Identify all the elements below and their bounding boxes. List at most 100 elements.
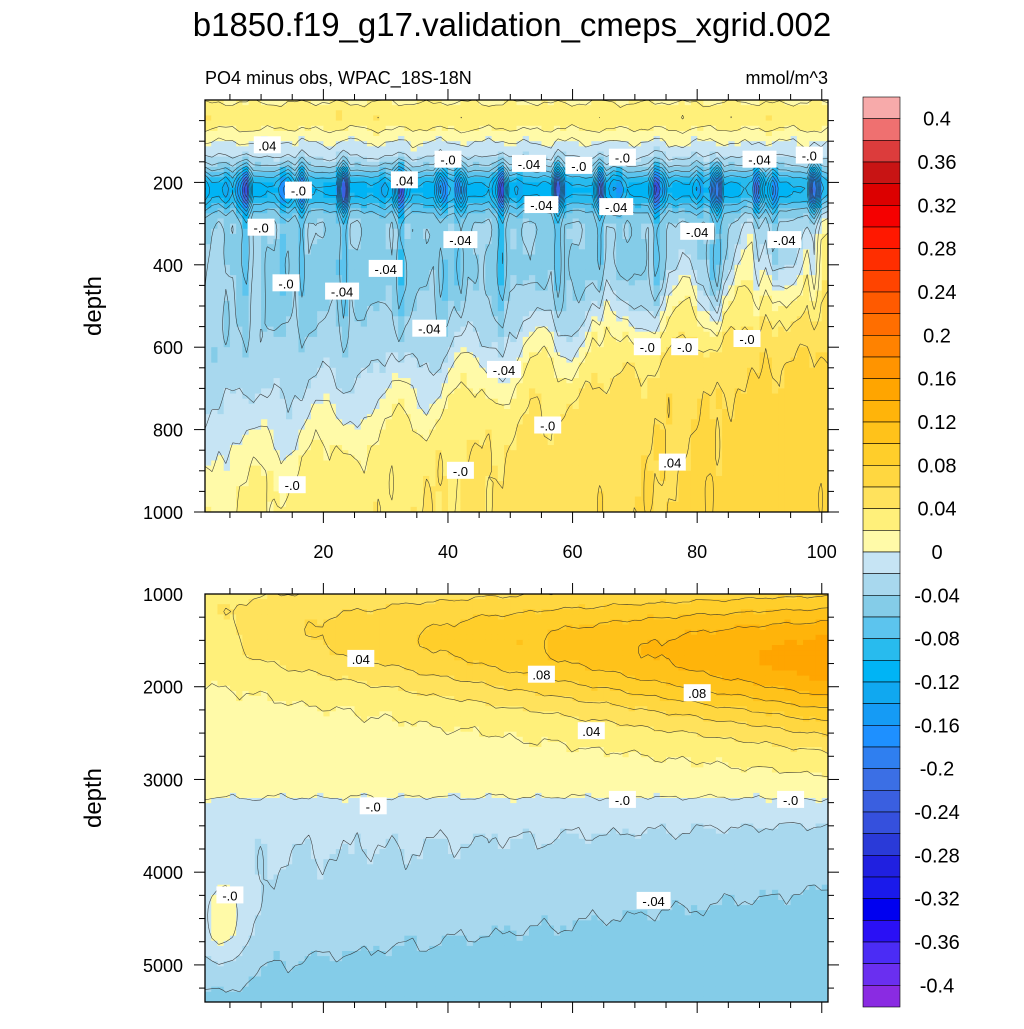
upper-field-cell: [497, 208, 505, 214]
upper-field-cell: [298, 321, 306, 328]
upper-field-cell: [771, 105, 779, 111]
upper-field-cell: [236, 187, 243, 194]
upper-field-cell: [510, 254, 518, 261]
upper-field-cell: [821, 130, 828, 137]
upper-field-cell: [659, 311, 667, 317]
upper-field-cell: [304, 306, 312, 312]
upper-field-cell: [279, 208, 287, 214]
upper-field-cell: [248, 208, 256, 214]
upper-field-cell: [323, 110, 331, 117]
upper-field-cell: [435, 336, 443, 343]
upper-field-cell: [535, 259, 543, 266]
upper-field-cell: [591, 311, 599, 317]
upper-field-cell: [541, 316, 549, 323]
upper-field-cell: [391, 316, 399, 323]
upper-field-cell: [709, 331, 717, 338]
upper-field-cell: [778, 316, 785, 323]
upper-field-cell: [803, 105, 810, 111]
upper-field-cell: [541, 275, 549, 281]
upper-field-cell: [205, 269, 212, 276]
upper-field-cell: [578, 306, 586, 312]
upper-field-cell: [778, 141, 785, 147]
upper-field-cell: [329, 100, 337, 106]
upper-field-cell: [747, 275, 754, 281]
upper-field-cell: [784, 197, 792, 204]
upper-field-cell: [223, 146, 231, 153]
upper-field-cell: [360, 197, 368, 204]
upper-field-cell: [597, 228, 605, 235]
upper-field-cell: [472, 269, 480, 276]
upper-field-cell: [298, 218, 306, 225]
upper-field-cell: [715, 228, 723, 235]
upper-field-cell: [815, 295, 823, 302]
upper-field-cell: [497, 249, 505, 256]
upper-field-cell: [261, 331, 268, 338]
upper-field-cell: [541, 146, 549, 153]
upper-field-cell: [666, 311, 673, 317]
upper-field-cell: [628, 110, 636, 117]
upper-field-cell: [734, 295, 742, 302]
upper-field-cell: [236, 156, 243, 163]
upper-field-cell: [784, 269, 792, 276]
upper-field-cell: [472, 347, 480, 353]
upper-field-cell: [310, 290, 318, 297]
upper-field-cell: [404, 166, 412, 173]
upper-field-cell: [603, 295, 611, 302]
upper-field-cell: [603, 342, 611, 348]
upper-field-cell: [672, 177, 680, 183]
upper-field-cell: [809, 254, 817, 261]
upper-field-cell: [641, 172, 648, 178]
upper-field-cell: [603, 352, 611, 359]
upper-field-cell: [491, 223, 499, 230]
upper-field-cell: [753, 130, 761, 137]
upper-field-cell: [323, 264, 331, 271]
upper-field-cell: [416, 239, 424, 245]
upper-field-cell: [410, 197, 418, 204]
upper-field-cell: [273, 213, 281, 220]
upper-field-cell: [273, 316, 281, 323]
upper-field-cell: [578, 223, 586, 230]
upper-field-cell: [472, 182, 480, 189]
upper-field-cell: [304, 105, 312, 111]
upper-field-cell: [391, 218, 399, 225]
upper-field-cell: [236, 321, 243, 328]
upper-field-cell: [709, 125, 717, 132]
upper-field-cell: [771, 259, 779, 266]
upper-field-cell: [616, 223, 624, 230]
upper-field-cell: [261, 342, 268, 348]
upper-field-cell: [404, 105, 412, 111]
upper-field-cell: [747, 280, 754, 286]
upper-field-cell: [279, 105, 287, 111]
upper-field-cell: [273, 125, 281, 132]
upper-field-cell: [360, 326, 368, 333]
upper-field-cell: [697, 136, 704, 142]
upper-field-cell: [267, 156, 275, 163]
upper-field-cell: [304, 280, 312, 286]
upper-field-cell: [366, 110, 374, 117]
upper-field-cell: [342, 141, 349, 147]
upper-field-cell: [310, 166, 318, 173]
upper-field-cell: [516, 285, 524, 292]
upper-field-cell: [466, 105, 474, 111]
upper-field-cell: [354, 239, 362, 245]
upper-field-cell: [659, 336, 667, 343]
upper-field-cell: [211, 100, 219, 106]
upper-field-cell: [379, 218, 387, 225]
upper-field-cell: [292, 130, 300, 137]
upper-field-cell: [566, 259, 574, 266]
upper-field-cell: [229, 321, 237, 328]
upper-field-cell: [666, 130, 673, 137]
upper-field-cell: [722, 259, 729, 266]
upper-field-cell: [497, 166, 505, 173]
upper-field-cell: [778, 156, 785, 163]
upper-field-cell: [765, 218, 773, 225]
upper-field-cell: [678, 269, 686, 276]
upper-field-cell: [541, 306, 549, 312]
upper-field-cell: [659, 321, 667, 328]
upper-field-cell: [510, 115, 518, 122]
upper-field-cell: [497, 306, 505, 312]
upper-field-cell: [504, 352, 511, 359]
upper-field-cell: [423, 259, 430, 266]
upper-field-cell: [398, 218, 405, 225]
upper-field-cell: [485, 316, 493, 323]
